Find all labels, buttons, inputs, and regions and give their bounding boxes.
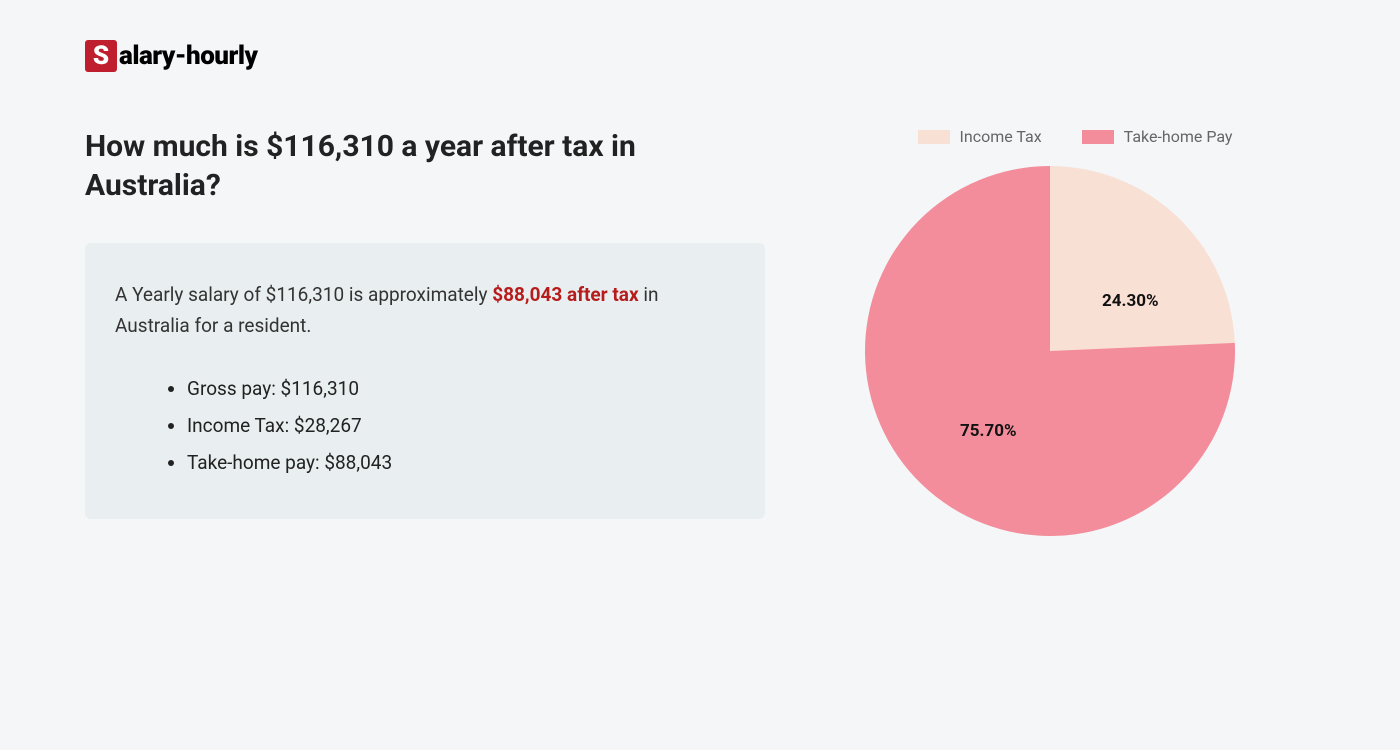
pie-svg xyxy=(865,166,1235,536)
list-item: Take-home pay: $88,043 xyxy=(187,444,735,481)
summary-text-before: A Yearly salary of $116,310 is approxima… xyxy=(115,283,492,306)
legend-item-income-tax: Income Tax xyxy=(918,127,1042,146)
legend-swatch-icon xyxy=(1082,130,1114,144)
legend-item-take-home: Take-home Pay xyxy=(1082,127,1233,146)
list-item: Gross pay: $116,310 xyxy=(187,370,735,407)
legend-label: Income Tax xyxy=(960,127,1042,146)
logo-text: alary-hourly xyxy=(119,41,257,71)
summary-box: A Yearly salary of $116,310 is approxima… xyxy=(85,243,765,519)
bullet-list: Gross pay: $116,310 Income Tax: $28,267 … xyxy=(115,370,735,481)
chart-legend: Income Tax Take-home Pay xyxy=(865,127,1285,146)
logo-s-icon: S xyxy=(85,40,117,72)
site-logo: S alary-hourly xyxy=(85,40,1315,72)
summary-paragraph: A Yearly salary of $116,310 is approxima… xyxy=(115,279,735,342)
chart-column: Income Tax Take-home Pay 24.30% 75.70% xyxy=(865,127,1285,536)
summary-highlight: $88,043 after tax xyxy=(492,283,638,306)
left-column: How much is $116,310 a year after tax in… xyxy=(85,127,765,519)
legend-label: Take-home Pay xyxy=(1124,127,1233,146)
legend-swatch-icon xyxy=(918,130,950,144)
pie-slice-label: 24.30% xyxy=(1102,291,1159,311)
page-title: How much is $116,310 a year after tax in… xyxy=(85,127,765,205)
list-item: Income Tax: $28,267 xyxy=(187,407,735,444)
pie-slice-label: 75.70% xyxy=(960,421,1017,441)
content-row: How much is $116,310 a year after tax in… xyxy=(85,127,1315,536)
pie-chart: 24.30% 75.70% xyxy=(865,166,1235,536)
